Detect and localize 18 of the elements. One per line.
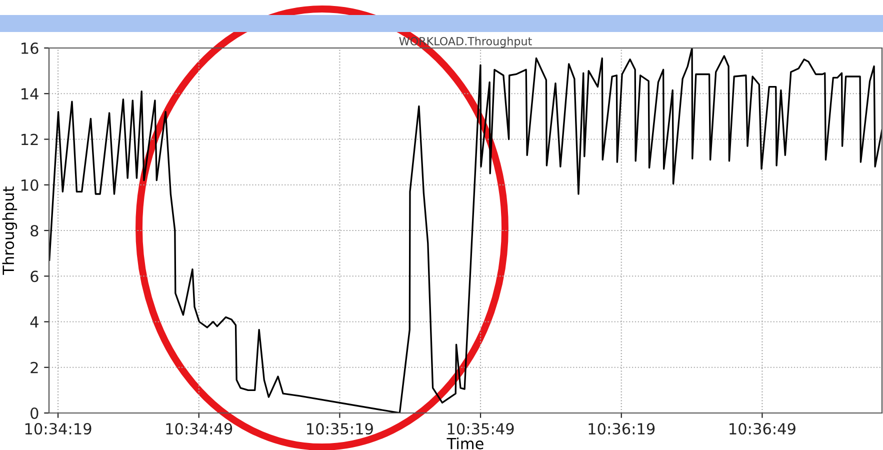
y-tick-label: 6 xyxy=(30,270,38,282)
y-tick-label: 14 xyxy=(22,88,38,100)
y-tick-label: 8 xyxy=(30,224,38,237)
y-axis-title: Throughput xyxy=(2,186,18,275)
x-tick-label: 10:34:19 xyxy=(25,422,92,435)
y-tick-label: 4 xyxy=(30,316,38,328)
y-tick-label: 12 xyxy=(22,134,38,146)
x-tick-label: 10:34:49 xyxy=(166,422,232,435)
y-tick-label: 2 xyxy=(30,362,38,374)
line-series xyxy=(49,48,882,413)
x-tick-label: 10:35:19 xyxy=(307,422,373,435)
x-tick-label: 10:35:49 xyxy=(448,422,514,435)
y-tick-label: 16 xyxy=(22,42,38,54)
x-tick-label: 10:36:19 xyxy=(588,422,655,435)
x-tick-label: 10:36:49 xyxy=(730,422,796,435)
y-tick-label: 10 xyxy=(22,179,38,191)
y-tick-label: 0 xyxy=(30,407,38,420)
x-axis-title: Time xyxy=(446,438,484,450)
